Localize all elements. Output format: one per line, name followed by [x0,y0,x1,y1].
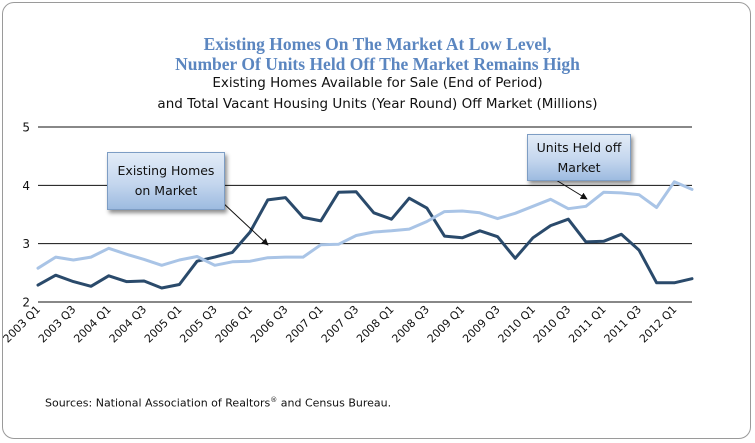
x-tick-label: 2004 Q3 [107,303,150,346]
callout-units-held-off: Units Held off Market [527,134,631,181]
x-tick-label: 2008 Q3 [389,303,432,346]
series-line-existing [36,190,694,290]
y-tick-label-3: 3 [22,237,30,251]
x-tick-label: 2006 Q3 [248,303,291,346]
x-tick-label: 2007 Q3 [319,303,362,346]
x-tick-label: 2008 Q1 [354,303,397,346]
source-note: Sources: National Association of Realtor… [45,396,391,410]
x-tick-label: 2011 Q3 [602,303,645,346]
chart-title-line-2: Number Of Units Held Off The Market Rema… [175,54,580,74]
registered-mark: ® [270,396,278,404]
x-tick-label: 2010 Q1 [496,303,539,346]
x-tick-label: 2003 Q3 [36,303,79,346]
x-tick-label: 2009 Q3 [460,303,503,346]
source-text-suffix: and Census Bureau. [277,396,392,410]
x-tick-label: 2011 Q1 [566,303,609,346]
x-tick-label: 2007 Q1 [283,303,326,346]
chart-subtitle-line-1: Existing Homes Available for Sale (End o… [212,75,543,91]
chart-subtitle-line-2: and Total Vacant Housing Units (Year Rou… [157,96,598,112]
x-tick-label: 2005 Q1 [142,303,185,346]
x-tick-label: 2012 Q1 [637,303,680,346]
x-tick-label: 2004 Q1 [71,303,114,346]
chart-title-line-1: Existing Homes On The Market At Low Leve… [203,34,552,54]
x-tick-label: 2009 Q1 [425,303,468,346]
callout-arrow-units [555,179,588,200]
series-line-units [36,180,694,270]
callout-arrow-existing [221,201,269,246]
y-tick-label-2: 2 [22,296,30,310]
x-tick-label: 2006 Q1 [213,303,256,346]
callout-existing-homes: Existing Homes on Market [107,152,225,210]
y-tick-label-5: 5 [22,121,30,135]
x-tick-label: 2010 Q3 [531,303,574,346]
y-tick-label-4: 4 [22,179,30,193]
source-text: Sources: National Association of Realtor… [45,396,271,410]
chart-frame [2,2,751,439]
x-tick-label: 2005 Q3 [177,303,220,346]
